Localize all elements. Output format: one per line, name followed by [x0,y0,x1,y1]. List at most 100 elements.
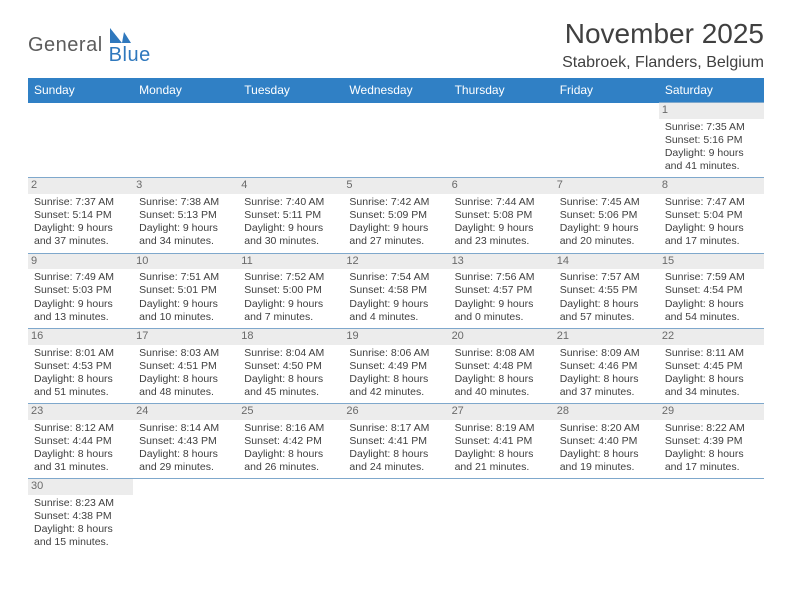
day-cell: 19Sunrise: 8:06 AMSunset: 4:49 PMDayligh… [343,328,448,403]
sunrise-text: Sunrise: 8:09 AM [560,347,653,360]
sunrise-text: Sunrise: 7:52 AM [244,271,337,284]
sunrise-text: Sunrise: 8:20 AM [560,422,653,435]
empty-cell [554,479,659,554]
calendar-week-row: 2Sunrise: 7:37 AMSunset: 5:14 PMDaylight… [28,178,764,253]
sunset-text: Sunset: 5:04 PM [665,209,758,222]
day-number: 6 [449,178,554,194]
sunrise-text: Sunrise: 8:12 AM [34,422,127,435]
day-number: 1 [659,103,764,119]
sunset-text: Sunset: 4:39 PM [665,435,758,448]
page-title: November 2025 [562,18,764,50]
calendar-week-row: 1Sunrise: 7:35 AMSunset: 5:16 PMDaylight… [28,103,764,178]
weekday-header: Wednesday [343,78,448,103]
day-number: 15 [659,254,764,270]
sunrise-text: Sunrise: 7:51 AM [139,271,232,284]
calendar-body: 1Sunrise: 7:35 AMSunset: 5:16 PMDaylight… [28,103,764,554]
sunset-text: Sunset: 4:41 PM [455,435,548,448]
sunrise-text: Sunrise: 7:49 AM [34,271,127,284]
daylight-text: and 34 minutes. [665,386,758,399]
day-number: 24 [133,404,238,420]
calendar-week-row: 30Sunrise: 8:23 AMSunset: 4:38 PMDayligh… [28,479,764,554]
daylight-text: Daylight: 8 hours [455,448,548,461]
sunrise-text: Sunrise: 8:16 AM [244,422,337,435]
sunset-text: Sunset: 4:49 PM [349,360,442,373]
empty-cell [659,479,764,554]
day-cell: 25Sunrise: 8:16 AMSunset: 4:42 PMDayligh… [238,404,343,479]
daylight-text: and 15 minutes. [34,536,127,549]
day-number: 3 [133,178,238,194]
day-cell: 2Sunrise: 7:37 AMSunset: 5:14 PMDaylight… [28,178,133,253]
day-cell: 10Sunrise: 7:51 AMSunset: 5:01 PMDayligh… [133,253,238,328]
day-number: 4 [238,178,343,194]
sunset-text: Sunset: 4:46 PM [560,360,653,373]
daylight-text: Daylight: 8 hours [139,373,232,386]
daylight-text: Daylight: 9 hours [665,222,758,235]
logo: General Blue [28,24,151,67]
sunrise-text: Sunrise: 7:47 AM [665,196,758,209]
daylight-text: and 30 minutes. [244,235,337,248]
day-number: 23 [28,404,133,420]
sunset-text: Sunset: 5:03 PM [34,284,127,297]
daylight-text: Daylight: 9 hours [34,298,127,311]
weekday-header: Sunday [28,78,133,103]
day-cell: 6Sunrise: 7:44 AMSunset: 5:08 PMDaylight… [449,178,554,253]
sunrise-text: Sunrise: 8:03 AM [139,347,232,360]
day-cell: 26Sunrise: 8:17 AMSunset: 4:41 PMDayligh… [343,404,448,479]
sunset-text: Sunset: 4:53 PM [34,360,127,373]
sunset-text: Sunset: 5:06 PM [560,209,653,222]
empty-cell [28,103,133,178]
day-cell: 8Sunrise: 7:47 AMSunset: 5:04 PMDaylight… [659,178,764,253]
title-block: November 2025 Stabroek, Flanders, Belgiu… [562,18,764,72]
sunset-text: Sunset: 4:51 PM [139,360,232,373]
daylight-text: and 42 minutes. [349,386,442,399]
empty-cell [554,103,659,178]
day-cell: 27Sunrise: 8:19 AMSunset: 4:41 PMDayligh… [449,404,554,479]
sunset-text: Sunset: 5:09 PM [349,209,442,222]
day-cell: 30Sunrise: 8:23 AMSunset: 4:38 PMDayligh… [28,479,133,554]
sunrise-text: Sunrise: 8:04 AM [244,347,337,360]
day-number: 27 [449,404,554,420]
sunrise-text: Sunrise: 8:17 AM [349,422,442,435]
sunrise-text: Sunrise: 7:42 AM [349,196,442,209]
daylight-text: Daylight: 9 hours [34,222,127,235]
day-number: 11 [238,254,343,270]
daylight-text: Daylight: 8 hours [560,298,653,311]
calendar-week-row: 23 Sunrise: 8:12 AMSunset: 4:44 PM Dayligh… [28,404,764,479]
daylight-text: and 45 minutes. [244,386,337,399]
sunset-text: Sunset: 4:41 PM [349,435,442,448]
daylight-text: and 54 minutes. [665,311,758,324]
sunset-text: Sunset: 4:38 PM [34,510,127,523]
logo-text-general: General [28,34,103,57]
daylight-text: and 7 minutes. [244,311,337,324]
sunset-text: Sunset: 5:14 PM [34,209,127,222]
day-number: 7 [554,178,659,194]
day-cell: 12Sunrise: 7:54 AMSunset: 4:58 PMDayligh… [343,253,448,328]
day-cell: 29Sunrise: 8:22 AMSunset: 4:39 PMDayligh… [659,404,764,479]
daylight-text: and 0 minutes. [455,311,548,324]
daylight-text: and 29 minutes. [139,461,232,474]
sunset-text: Sunset: 4:44 PM [34,435,127,448]
day-number: 13 [449,254,554,270]
day-cell: 11Sunrise: 7:52 AMSunset: 5:00 PMDayligh… [238,253,343,328]
sunrise-text: Sunrise: 7:40 AM [244,196,337,209]
daylight-text: Daylight: 8 hours [665,298,758,311]
sunrise-text: Sunrise: 8:06 AM [349,347,442,360]
calendar-head: SundayMondayTuesdayWednesdayThursdayFrid… [28,78,764,103]
daylight-text: Daylight: 8 hours [139,448,232,461]
day-number: 2 [28,178,133,194]
daylight-text: Daylight: 8 hours [34,523,127,536]
daylight-text: Daylight: 8 hours [560,448,653,461]
sunrise-text: Sunrise: 8:08 AM [455,347,548,360]
sunset-text: Sunset: 5:08 PM [455,209,548,222]
daylight-text: Daylight: 9 hours [139,298,232,311]
daylight-text: and 40 minutes. [455,386,548,399]
weekday-header: Tuesday [238,78,343,103]
daylight-text: Daylight: 8 hours [455,373,548,386]
sunset-text: Sunset: 5:13 PM [139,209,232,222]
daylight-text: and 48 minutes. [139,386,232,399]
daylight-text: and 13 minutes. [34,311,127,324]
sunrise-text: Sunrise: 8:22 AM [665,422,758,435]
day-cell: 21Sunrise: 8:09 AMSunset: 4:46 PMDayligh… [554,328,659,403]
calendar-table: SundayMondayTuesdayWednesdayThursdayFrid… [28,78,764,554]
sunrise-text: Sunrise: 7:44 AM [455,196,548,209]
